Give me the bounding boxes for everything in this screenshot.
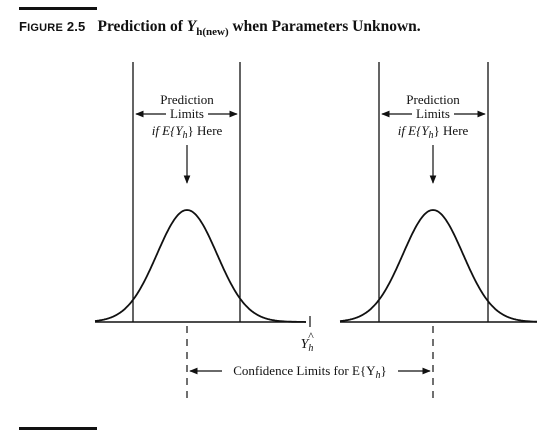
top-rule [19,7,97,10]
right-distribution-curve [339,209,537,323]
left-distribution-curve [94,209,306,323]
left-note-line2: Limits [170,106,204,121]
figure-caption: FIGURE 2.5 Prediction of Yh(new) when Par… [19,18,421,38]
confidence-label: Confidence Limits for E{Yh} [233,363,387,381]
right-note-line2: Limits [416,106,450,121]
right-note-line3: if E{Yh} Here [398,123,469,141]
left-note-line3: if E{Yh} Here [152,123,223,141]
center-symbol: Yh [301,337,314,354]
bottom-rule [19,427,97,430]
center-hat: ^ [308,329,314,343]
right-note-line1: Prediction [406,92,460,107]
figure-label: FIGURE 2.5 [19,19,86,34]
figure-title: Prediction of Yh(new) when Parameters Un… [97,18,421,39]
left-note-line1: Prediction [160,92,214,107]
